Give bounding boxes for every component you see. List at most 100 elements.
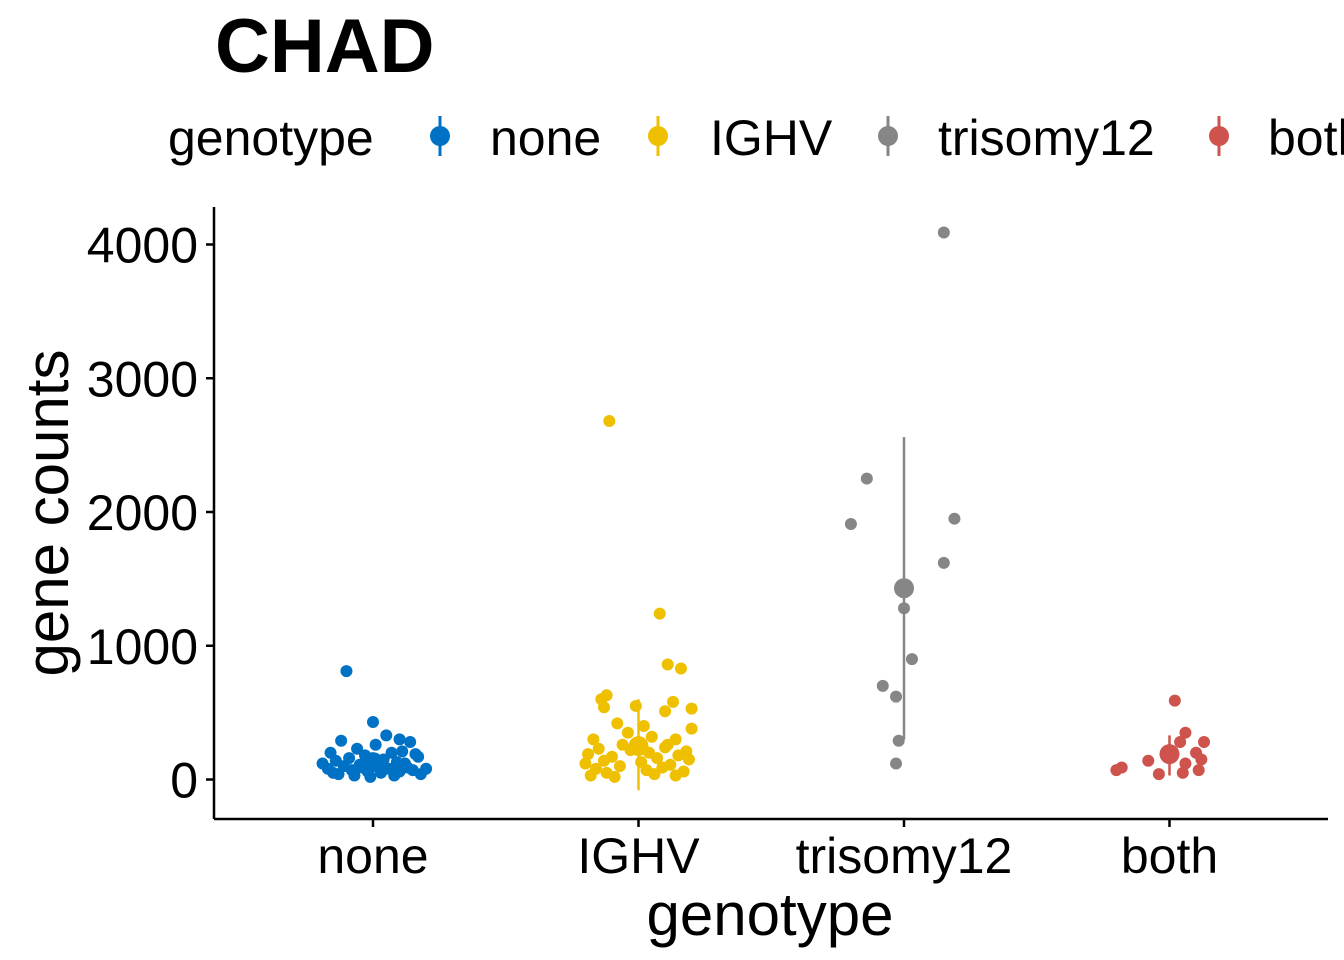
data-point [661,658,674,671]
y-tick-label: 2000 [87,485,198,541]
data-point [937,556,950,569]
x-tick-label: none [317,828,428,884]
y-tick-label: 4000 [87,218,198,274]
mean-point [363,752,383,773]
data-point [335,734,348,747]
series-IGHV [579,415,698,791]
data-point [584,769,597,782]
data-point [860,472,873,485]
legend-title: genotype [168,110,374,166]
data-point [611,717,624,730]
data-point [1198,736,1211,749]
data-point [579,757,592,770]
data-point [890,690,903,703]
y-tick-label: 1000 [87,619,198,675]
data-point [340,665,353,678]
x-axis-title: genotype [647,881,894,948]
mean-point [894,578,914,599]
series-trisomy12 [844,226,961,770]
legend-key-dot [878,126,898,146]
data-point [412,750,425,763]
data-point [398,757,411,770]
data-point [587,733,600,746]
data-point [674,662,687,675]
legend-item-trisomy12: trisomy12 [878,110,1155,166]
x-tick-label: IGHV [577,828,700,884]
chart-title: CHAD [215,4,435,89]
plot-marks [316,226,1211,791]
data-point [667,695,680,708]
data-point [876,679,889,692]
y-tick-label: 3000 [87,351,198,407]
data-point [1179,757,1192,770]
data-point [608,770,621,783]
data-point [592,742,605,755]
data-point [380,729,393,742]
legend-label: none [490,110,601,166]
legend-key-dot [648,126,668,146]
data-point [905,653,918,666]
y-axis-title: gene counts [14,350,81,677]
data-point [637,720,650,732]
legend-item-both: both [1209,110,1344,166]
data-point [414,768,427,781]
data-point [1152,768,1165,781]
data-point [1195,753,1208,766]
data-point [685,702,698,715]
series-both [1110,694,1211,781]
mean-point [1159,744,1180,765]
data-point [659,705,672,718]
data-point [597,701,610,714]
data-point [369,738,382,751]
legend-label: IGHV [710,110,833,166]
data-point [1179,726,1192,739]
data-point [332,768,345,781]
data-point [937,226,950,239]
legend-key-dot [1209,126,1229,146]
data-point [682,753,695,766]
data-point [364,770,377,783]
data-point [385,746,398,759]
data-point [1174,736,1187,749]
data-point [669,769,682,782]
x-tick-label: trisomy12 [796,828,1013,884]
legend-item-none: none [430,110,601,166]
mean-point [628,736,649,757]
data-point [645,730,658,743]
data-point [603,415,616,428]
data-point [1142,754,1155,767]
data-point [597,754,610,767]
data-point [404,736,417,749]
data-point [890,757,903,770]
series-none [316,665,433,783]
data-point [651,752,664,765]
data-point [367,715,379,728]
data-point [661,738,674,751]
data-point [393,733,406,746]
data-point [648,768,661,781]
data-point [653,607,666,620]
data-point [656,761,669,774]
data-point [621,726,634,739]
data-point [844,518,857,531]
data-point [948,512,961,525]
data-point [1168,694,1181,707]
data-point [396,745,409,758]
data-point [629,699,642,712]
data-point [1192,764,1205,777]
legend-label: both [1268,110,1344,166]
data-point [388,769,401,782]
axes: 0 1000 2000 3000 4000 none IGHV trisomy12 both [87,207,1328,884]
y-tick-label: 0 [170,753,198,809]
data-point [582,748,595,761]
legend: genotype none IGHV trisomy12 both [168,110,1344,166]
data-point [892,734,905,747]
data-point [351,742,364,755]
x-tick-label: both [1121,828,1218,884]
data-point [1176,766,1189,779]
data-point [348,769,361,782]
data-point [672,749,685,762]
legend-label: trisomy12 [938,110,1155,166]
legend-item-IGHV: IGHV [648,110,833,166]
